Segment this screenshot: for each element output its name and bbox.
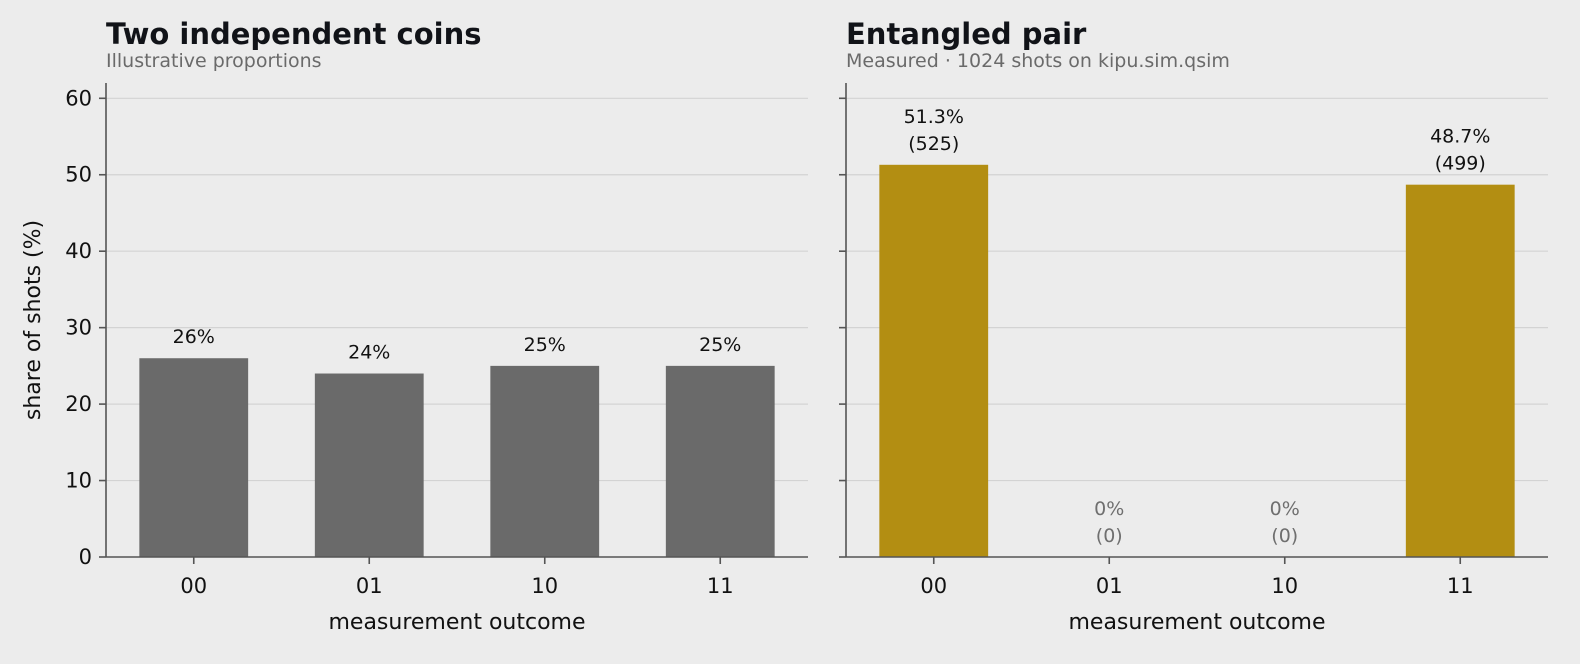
chart-title: Two independent coins [106, 17, 482, 51]
data-label: (0) [1271, 525, 1298, 547]
data-label: 26% [173, 326, 215, 348]
bar [1405, 184, 1515, 557]
bar [665, 365, 775, 557]
x-tick-label: 10 [1271, 574, 1298, 598]
y-tick-label: 40 [65, 239, 92, 263]
chart-subtitle: Measured · 1024 shots on kipu.sim.qsim [846, 50, 1230, 72]
data-label: 0% [1270, 498, 1300, 520]
data-label: 0% [1094, 498, 1124, 520]
x-tick-label: 00 [180, 574, 207, 598]
x-axis-label: measurement outcome [328, 610, 585, 635]
chart-subtitle: Illustrative proportions [106, 50, 322, 72]
y-tick-label: 50 [65, 163, 92, 187]
bar [139, 358, 249, 557]
bar [879, 164, 989, 557]
data-label: (525) [908, 133, 959, 155]
data-label: 24% [348, 342, 390, 364]
y-tick-label: 10 [65, 469, 92, 493]
bar [314, 373, 424, 557]
y-tick-label: 20 [65, 392, 92, 416]
y-axis-label: share of shots (%) [21, 220, 46, 420]
x-tick-label: 01 [356, 574, 383, 598]
x-tick-label: 11 [707, 574, 734, 598]
y-tick-label: 0 [79, 545, 92, 569]
data-label: 51.3% [904, 106, 964, 128]
bar [490, 365, 600, 557]
x-tick-label: 11 [1447, 574, 1474, 598]
chart-title: Entangled pair [846, 17, 1087, 51]
x-tick-label: 01 [1096, 574, 1123, 598]
data-label: 48.7% [1430, 126, 1490, 148]
x-axis-label: measurement outcome [1068, 610, 1325, 635]
x-tick-label: 10 [531, 574, 558, 598]
x-tick-label: 00 [920, 574, 947, 598]
data-label: (499) [1435, 153, 1486, 175]
data-label: 25% [699, 334, 741, 356]
data-label: 25% [524, 334, 566, 356]
data-label: (0) [1096, 525, 1123, 547]
y-tick-label: 60 [65, 86, 92, 110]
y-tick-label: 30 [65, 316, 92, 340]
